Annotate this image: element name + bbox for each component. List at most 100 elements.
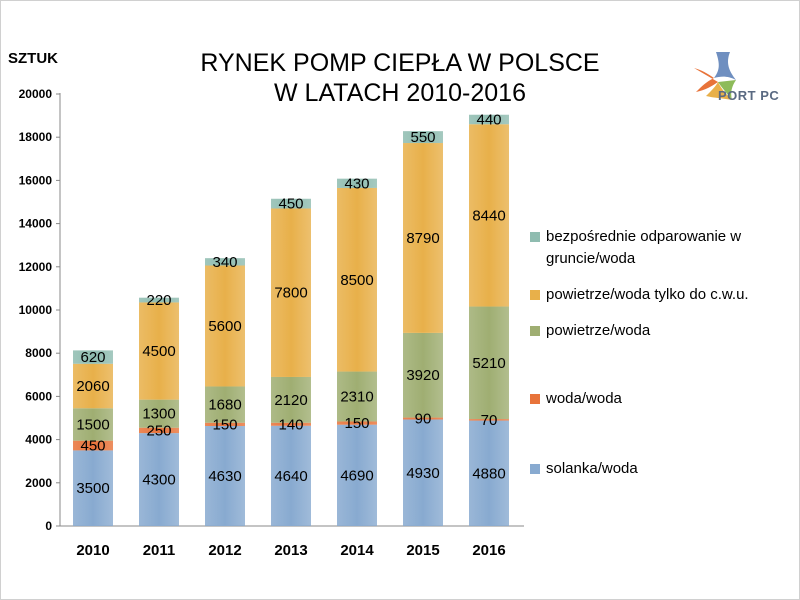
bar-segment [337, 187, 377, 372]
data-label: 4930 [406, 465, 439, 482]
bar-segment [73, 450, 113, 526]
logo-text: PORT PC [718, 88, 780, 103]
x-category-label: 2013 [274, 542, 307, 559]
bar-segment [139, 297, 179, 303]
legend-swatch [530, 326, 540, 336]
y-tick-label: 8000 [25, 346, 52, 360]
y-tick-label: 16000 [19, 173, 53, 187]
bar-segment [139, 427, 179, 434]
legend-item-cwu: powietrze/woda tylko do c.w.u. [530, 284, 790, 306]
data-label: 440 [476, 111, 501, 128]
port-pc-logo [694, 52, 736, 100]
y-tick-label: 14000 [19, 217, 53, 231]
legend-swatch [530, 464, 540, 474]
bar-segment [205, 422, 245, 426]
data-label: 3500 [76, 480, 109, 497]
bar-segment [139, 399, 179, 428]
x-category-label: 2010 [76, 542, 109, 559]
bar-segment [271, 208, 311, 377]
data-label: 8790 [406, 230, 439, 247]
legend: bezpośrednie odparowanie w gruncie/woda … [530, 226, 790, 480]
data-label: 8440 [472, 207, 505, 224]
legend-item-powietrze-woda: powietrze/woda [530, 320, 790, 342]
y-tick-label: 20000 [19, 87, 53, 101]
y-tick-label: 4000 [25, 433, 52, 447]
legend-item-bezposrednie: bezpośrednie odparowanie w gruncie/woda [530, 226, 790, 270]
bar-segment [73, 408, 113, 441]
bar-segment [271, 198, 311, 209]
bar-segment [403, 417, 443, 420]
legend-item-solanka-woda: solanka/woda [530, 458, 790, 480]
data-label: 5600 [208, 318, 241, 335]
bar-segment [139, 302, 179, 400]
bar-segment [337, 424, 377, 526]
x-category-label: 2016 [472, 542, 505, 559]
x-category-label: 2014 [340, 542, 374, 559]
bar-segment [403, 131, 443, 144]
bar-segment [73, 350, 113, 364]
bar-segment [73, 440, 113, 451]
bar-segment [403, 332, 443, 418]
data-label: 4500 [142, 343, 175, 360]
y-tick-label: 12000 [19, 260, 53, 274]
bar-segment [337, 178, 377, 188]
y-tick-label: 6000 [25, 389, 52, 403]
legend-item-woda-woda: woda/woda [530, 388, 790, 410]
chart-title: RYNEK POMP CIEPŁA W POLSCE W LATACH 2010… [160, 48, 640, 108]
x-category-label: 2015 [406, 542, 439, 559]
data-label: 4690 [340, 467, 373, 484]
bar-segment [205, 265, 245, 387]
data-label: 150 [344, 415, 369, 432]
bar-segment [205, 386, 245, 423]
legend-label: solanka/woda [546, 460, 638, 477]
bar-segment [469, 306, 509, 420]
data-label: 2060 [76, 378, 109, 395]
data-label: 8500 [340, 272, 373, 289]
bar-segment [337, 421, 377, 425]
bar-segment [73, 363, 113, 409]
data-label: 2310 [340, 389, 373, 406]
data-label: 220 [146, 292, 171, 309]
data-label: 250 [146, 422, 171, 439]
data-label: 4880 [472, 465, 505, 482]
legend-label: bezpośrednie odparowanie w gruncie/woda [546, 228, 742, 267]
data-label: 450 [278, 196, 303, 213]
bar-segment [469, 419, 509, 421]
data-label: 70 [481, 412, 498, 429]
legend-swatch [530, 394, 540, 404]
chart-title-line2: W LATACH 2010-2016 [274, 79, 526, 107]
legend-label: powietrze/woda [546, 322, 651, 339]
data-label: 5210 [472, 355, 505, 372]
bar-segment [337, 371, 377, 422]
bar-segment [271, 376, 311, 423]
data-label: 4630 [208, 468, 241, 485]
y-tick-label: 10000 [19, 303, 53, 317]
bar-segment [139, 433, 179, 526]
legend-swatch [530, 290, 540, 300]
bar-segment [205, 425, 245, 526]
bar-segment [205, 258, 245, 266]
data-label: 90 [415, 411, 432, 428]
x-category-label: 2011 [143, 542, 176, 559]
legend-swatch [530, 232, 540, 242]
bar-segment [469, 124, 509, 307]
data-label: 140 [278, 416, 303, 433]
legend-label: woda/woda [546, 390, 622, 407]
data-label: 2120 [274, 392, 307, 409]
bar-segment [403, 143, 443, 333]
data-label: 4640 [274, 468, 307, 485]
y-tick-label: 2000 [25, 476, 52, 490]
bar-segment [271, 422, 311, 426]
data-label: 340 [212, 254, 237, 271]
legend-label: powietrze/woda tylko do c.w.u. [546, 286, 749, 303]
data-label: 550 [410, 129, 435, 146]
y-tick-label: 18000 [19, 130, 53, 144]
bar-segment [469, 114, 509, 125]
data-label: 430 [344, 175, 369, 192]
y-tick-label: 0 [45, 519, 52, 533]
bar-segment [271, 425, 311, 526]
data-label: 450 [80, 438, 105, 455]
data-label: 4300 [142, 472, 175, 489]
data-label: 620 [80, 349, 105, 366]
